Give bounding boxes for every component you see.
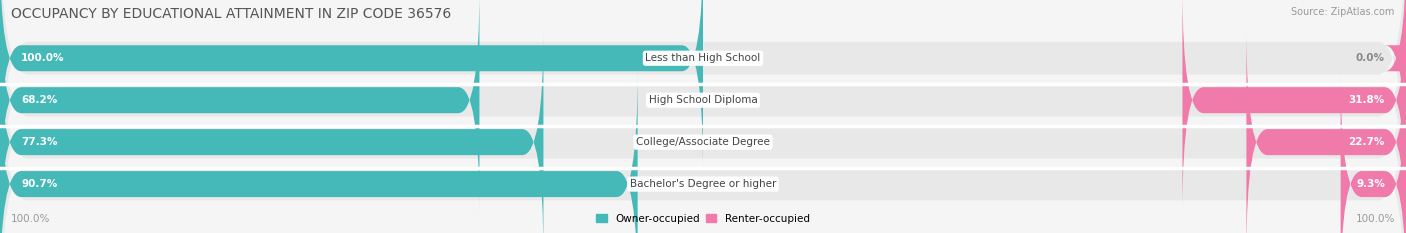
Text: OCCUPANCY BY EDUCATIONAL ATTAINMENT IN ZIP CODE 36576: OCCUPANCY BY EDUCATIONAL ATTAINMENT IN Z… bbox=[11, 7, 451, 21]
Text: 100.0%: 100.0% bbox=[1355, 214, 1395, 224]
FancyBboxPatch shape bbox=[0, 0, 703, 171]
FancyBboxPatch shape bbox=[1385, 0, 1406, 171]
Text: College/Associate Degree: College/Associate Degree bbox=[636, 137, 770, 147]
Text: Source: ZipAtlas.com: Source: ZipAtlas.com bbox=[1291, 7, 1395, 17]
Text: Less than High School: Less than High School bbox=[645, 53, 761, 63]
Text: 68.2%: 68.2% bbox=[21, 95, 58, 105]
Text: High School Diploma: High School Diploma bbox=[648, 95, 758, 105]
Text: 0.0%: 0.0% bbox=[1355, 53, 1385, 63]
Text: 77.3%: 77.3% bbox=[21, 137, 58, 147]
Text: 90.7%: 90.7% bbox=[21, 179, 58, 189]
FancyBboxPatch shape bbox=[0, 0, 479, 213]
FancyBboxPatch shape bbox=[1247, 29, 1406, 233]
FancyBboxPatch shape bbox=[0, 33, 1406, 233]
Text: 100.0%: 100.0% bbox=[21, 53, 65, 63]
Text: 100.0%: 100.0% bbox=[11, 214, 51, 224]
FancyBboxPatch shape bbox=[0, 71, 638, 233]
FancyBboxPatch shape bbox=[0, 0, 1406, 210]
Text: Bachelor's Degree or higher: Bachelor's Degree or higher bbox=[630, 179, 776, 189]
Text: 22.7%: 22.7% bbox=[1348, 137, 1385, 147]
FancyBboxPatch shape bbox=[0, 29, 543, 233]
Legend: Owner-occupied, Renter-occupied: Owner-occupied, Renter-occupied bbox=[592, 209, 814, 228]
FancyBboxPatch shape bbox=[1182, 0, 1406, 213]
Text: 31.8%: 31.8% bbox=[1348, 95, 1385, 105]
Text: 9.3%: 9.3% bbox=[1355, 179, 1385, 189]
FancyBboxPatch shape bbox=[1340, 71, 1406, 233]
